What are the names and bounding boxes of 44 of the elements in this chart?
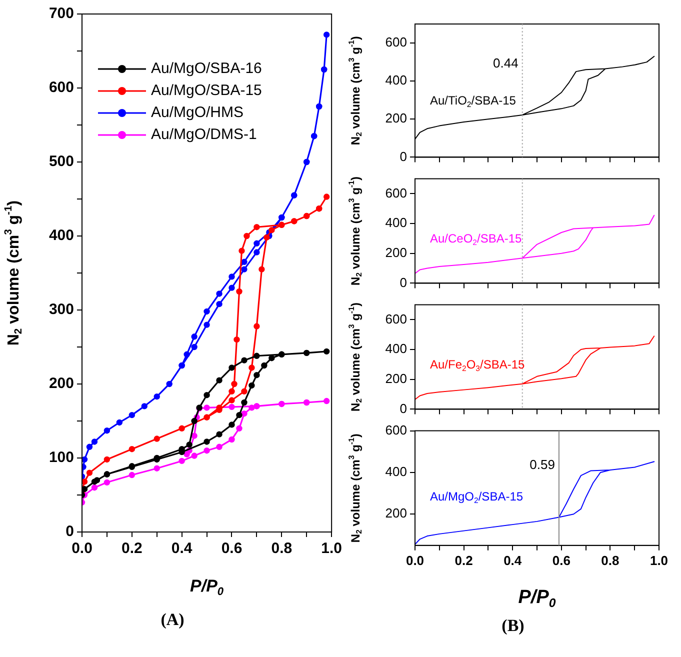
y-tick-label: 600 bbox=[48, 79, 74, 96]
x-tick-label: 0.8 bbox=[271, 540, 292, 558]
y-tick-label: 400 bbox=[385, 341, 407, 356]
y-tick-label: 100 bbox=[48, 449, 74, 466]
y-tick-label: 0 bbox=[400, 274, 407, 290]
x-tick-label: 1.0 bbox=[650, 552, 668, 568]
ref-line-label: 0.59 bbox=[530, 456, 555, 472]
y-tick-label: 600 bbox=[385, 34, 407, 50]
y-tick-label: 400 bbox=[385, 464, 407, 480]
legend-label: Au/MgO/DMS-1 bbox=[151, 126, 257, 144]
x-tick-label: 0.2 bbox=[454, 552, 473, 568]
y-tick-label: 700 bbox=[48, 5, 74, 22]
legend-label: Au/MgO/HMS bbox=[151, 104, 244, 122]
y-tick-label: 600 bbox=[385, 422, 407, 438]
ref-line-label: 0.44 bbox=[493, 56, 518, 71]
x-tick-label: 0.0 bbox=[72, 540, 92, 558]
x-tick-label: 0.0 bbox=[406, 552, 424, 568]
y-tick-label: 0 bbox=[400, 148, 407, 164]
y-tick-label: 200 bbox=[48, 375, 74, 392]
legend-label: Au/MgO/SBA-15 bbox=[151, 82, 262, 100]
x-tick-label: 0.8 bbox=[601, 552, 620, 568]
y-tick-label: 0 bbox=[66, 523, 74, 540]
x-tick-label: 0.4 bbox=[504, 552, 522, 568]
y-tick-label: 600 bbox=[385, 185, 407, 200]
x-tick-label: 0.6 bbox=[221, 540, 242, 558]
text: (B) bbox=[500, 616, 526, 636]
text: (A) bbox=[160, 610, 186, 630]
y-tick-label: 0 bbox=[400, 400, 407, 416]
y-tick-label: 400 bbox=[385, 215, 407, 230]
x-tick-label: 0.4 bbox=[171, 540, 193, 558]
y-tick-label: 200 bbox=[385, 244, 407, 260]
y-tick-label: 300 bbox=[48, 301, 74, 318]
x-tick-label: 1.0 bbox=[321, 540, 342, 558]
y-tick-label: 200 bbox=[385, 370, 407, 386]
y-tick-label: 200 bbox=[385, 506, 407, 521]
y-tick-label: 200 bbox=[385, 110, 407, 126]
y-tick-label: 400 bbox=[385, 72, 407, 88]
y-axis-title: N2 volume (cm3 g-1) bbox=[3, 200, 25, 346]
y-tick-label: 500 bbox=[48, 153, 74, 170]
y-tick-label: 400 bbox=[48, 227, 74, 244]
x-tick-label: 0.6 bbox=[552, 552, 570, 568]
x-tick-label: 0.2 bbox=[121, 540, 142, 558]
legend-label: Au/MgO/SBA-16 bbox=[151, 60, 262, 78]
y-tick-label: 600 bbox=[385, 311, 407, 326]
